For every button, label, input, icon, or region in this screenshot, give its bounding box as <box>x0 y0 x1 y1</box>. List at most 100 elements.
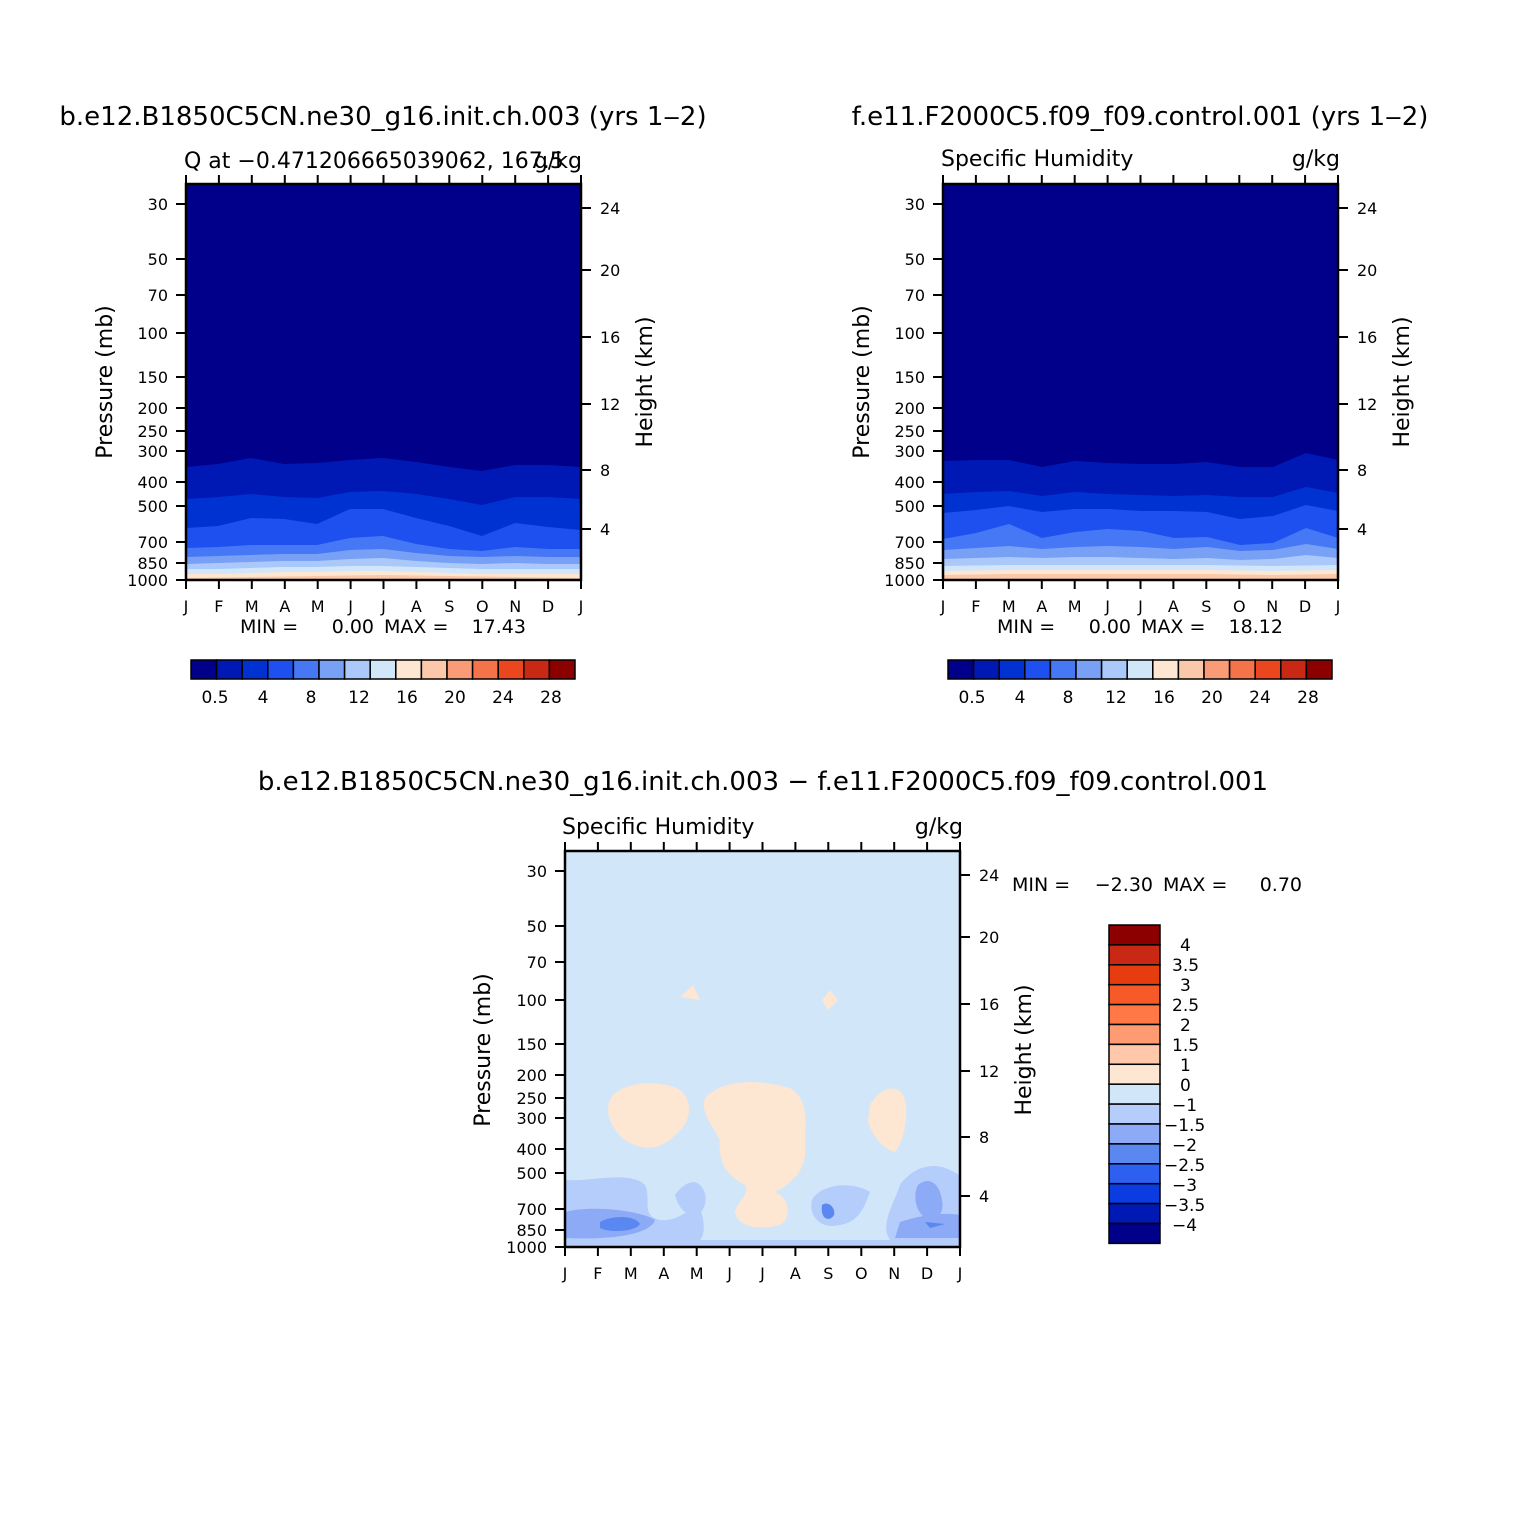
panel-2-x-tick-labels: J F M A M J J A S O N D J <box>940 597 1341 616</box>
colorbar-label: 16 <box>1153 688 1175 708</box>
panel-3-y-tick-labels: 30 50 70 100 150 200 250 300 400 500 700… <box>506 862 547 1257</box>
x-tick-label: J <box>380 597 386 616</box>
x-tick-label: S <box>444 597 454 616</box>
y-tick-label: 400 <box>894 473 925 492</box>
y-tick-label: 100 <box>516 991 547 1010</box>
y-tick-label: 300 <box>137 442 168 461</box>
colorbar-swatch <box>972 659 1000 680</box>
colorbar-swatch <box>1108 1003 1161 1026</box>
y-tick-label: 400 <box>137 473 168 492</box>
colorbar-swatch <box>1126 659 1154 680</box>
colorbar-swatch <box>1228 659 1256 680</box>
y-right-tick-label: 4 <box>600 520 610 539</box>
colorbar-swatch <box>1108 924 1161 946</box>
colorbar-swatch <box>1024 659 1052 680</box>
x-tick-label: A <box>1036 597 1047 616</box>
x-tick-label: S <box>1201 597 1211 616</box>
colorbar-swatch <box>241 659 269 680</box>
colorbar-label: 4 <box>258 688 269 708</box>
panel-2-plot-area <box>941 182 1340 582</box>
colorbar-swatch <box>395 659 423 680</box>
y-tick-label: 850 <box>137 554 168 573</box>
colorbar-swatch <box>190 659 218 680</box>
y-tick-label: 200 <box>894 399 925 418</box>
panel-3-left-title: Specific Humidity <box>562 815 754 840</box>
colorbar-label: 3 <box>1180 976 1191 996</box>
colorbar-label: −3.5 <box>1164 1196 1205 1216</box>
y-tick-label: 850 <box>894 554 925 573</box>
panel-1-y-right-tick-labels: 24 20 16 12 8 4 <box>600 199 620 539</box>
panel-1-colorbar <box>190 659 576 680</box>
y-right-tick-label: 12 <box>1357 395 1377 414</box>
colorbar-swatch <box>1108 964 1161 986</box>
y-tick-label: 300 <box>894 442 925 461</box>
colorbar-label: 28 <box>1297 688 1319 708</box>
panel-2-left-title: Specific Humidity <box>941 147 1133 172</box>
panel-3-min-value: −2.30 <box>1095 874 1153 896</box>
y-tick-label: 1000 <box>127 571 168 590</box>
x-tick-label: A <box>790 1264 801 1283</box>
y-right-tick-label: 24 <box>600 199 620 218</box>
colorbar-label: 4 <box>1015 688 1026 708</box>
colorbar-label: 12 <box>1105 688 1127 708</box>
x-tick-label: J <box>1104 597 1110 616</box>
x-tick-label: J <box>578 597 584 616</box>
y-right-tick-label: 24 <box>1357 199 1377 218</box>
panel-3-y-ticks <box>555 870 970 1248</box>
y-tick-label: 30 <box>527 862 547 881</box>
panel-1-max-label: MAX = <box>384 616 448 638</box>
panel-2-min-value: 0.00 <box>1089 616 1131 638</box>
panel-1-min-value: 0.00 <box>332 616 374 638</box>
colorbar-swatch <box>497 659 525 680</box>
panel-3: b.e12.B1850C5CN.ne30_g16.init.ch.003 − f… <box>258 767 1302 1283</box>
x-tick-label: S <box>823 1264 833 1283</box>
y-tick-label: 100 <box>894 324 925 343</box>
colorbar-label: 2 <box>1180 1016 1191 1036</box>
colorbar-swatch <box>292 659 320 680</box>
y-tick-label: 100 <box>137 324 168 343</box>
colorbar-swatch <box>1075 659 1103 680</box>
y-tick-label: 30 <box>905 195 925 214</box>
colorbar-swatch <box>1108 1123 1161 1145</box>
x-tick-label: N <box>1266 597 1278 616</box>
panel-3-x-ticks <box>564 842 961 1256</box>
x-tick-label: N <box>888 1264 900 1283</box>
panel-1-max-value: 17.43 <box>472 616 526 638</box>
y-tick-label: 30 <box>148 195 168 214</box>
y-tick-label: 50 <box>527 917 547 936</box>
colorbar-swatch <box>369 659 397 680</box>
colorbar-label: −1 <box>1172 1096 1197 1116</box>
y-tick-label: 50 <box>148 250 168 269</box>
y-right-tick-label: 8 <box>1357 461 1367 480</box>
y-tick-label: 500 <box>516 1164 547 1183</box>
colorbar-swatch <box>1177 659 1205 680</box>
colorbar-label: −2 <box>1172 1136 1197 1156</box>
y-right-tick-label: 16 <box>600 328 620 347</box>
colorbar-swatch <box>343 659 371 680</box>
colorbar-label: 0.5 <box>958 688 985 708</box>
colorbar-label: 1.5 <box>1172 1036 1199 1056</box>
colorbar-swatch <box>1108 1103 1161 1125</box>
y-tick-label: 150 <box>137 368 168 387</box>
panel-2-colorbar <box>947 659 1333 680</box>
colorbar-label: 24 <box>492 688 514 708</box>
panel-3-colorbar-labels: 4 3.5 3 2.5 2 1.5 1 0 −1 −1.5 −2 −2.5 −3… <box>1164 936 1205 1236</box>
panel-2-min-label: MIN = <box>997 616 1055 638</box>
y-right-tick-label: 8 <box>600 461 610 480</box>
y-tick-label: 700 <box>137 533 168 552</box>
panel-2-max-value: 18.12 <box>1229 616 1283 638</box>
x-tick-label: D <box>1299 597 1311 616</box>
colorbar-label: −4 <box>1172 1216 1197 1236</box>
y-tick-label: 50 <box>905 250 925 269</box>
y-right-tick-label: 12 <box>600 395 620 414</box>
y-tick-label: 250 <box>516 1089 547 1108</box>
panel-3-colorbar <box>1108 924 1161 1245</box>
colorbar-label: 1 <box>1180 1056 1191 1076</box>
colorbar-label: 4 <box>1180 936 1191 956</box>
panel-2: f.e11.F2000C5.f09_f09.control.001 (yrs 1… <box>850 102 1428 708</box>
panel-3-y-right-tick-labels: 24 20 16 12 8 4 <box>979 866 999 1206</box>
y-tick-label: 250 <box>137 422 168 441</box>
panel-3-max-value: 0.70 <box>1260 874 1302 896</box>
panel-1-min-label: MIN = <box>240 616 298 638</box>
panel-1-y-ticks <box>176 203 591 581</box>
